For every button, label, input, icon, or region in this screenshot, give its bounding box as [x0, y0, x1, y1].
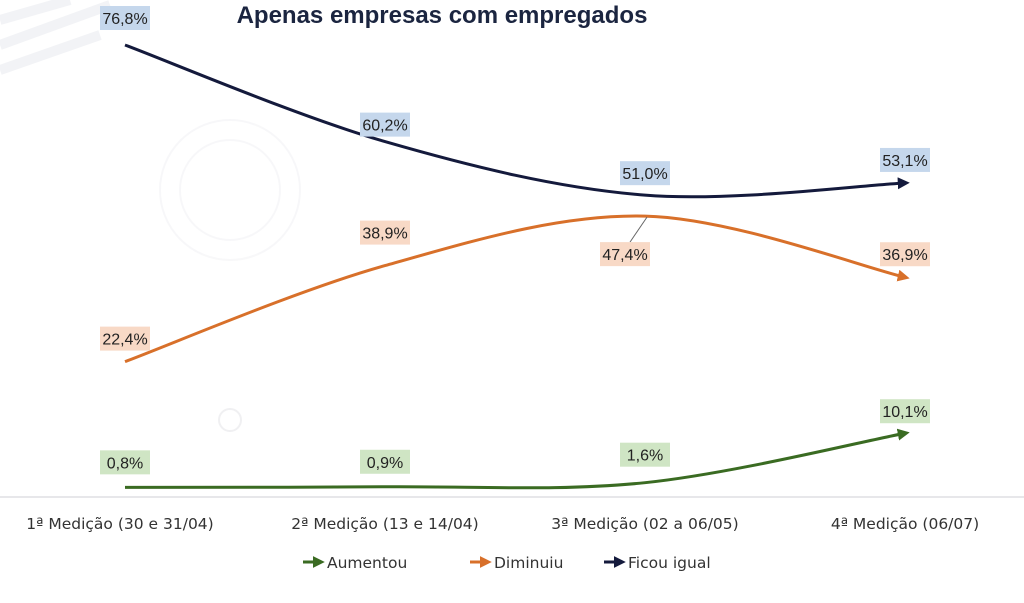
data-label: 36,9%: [882, 247, 927, 264]
data-label-box: [100, 450, 150, 475]
x-tick-label: 2ª Medição (13 e 14/04): [291, 515, 478, 533]
x-tick-label: 4ª Medição (06/07): [831, 515, 979, 533]
data-label: 60,2%: [362, 118, 407, 135]
data-label: 38,9%: [362, 226, 407, 243]
x-tick-label: 3ª Medição (02 a 06/05): [551, 515, 738, 533]
data-label: 47,4%: [602, 247, 647, 264]
data-label-box: [880, 147, 930, 172]
data-label: 1,6%: [627, 448, 663, 465]
data-label-box: [360, 220, 410, 245]
data-label: 51,0%: [622, 166, 667, 183]
legend-label: Diminuiu: [494, 554, 563, 572]
data-label-box: [880, 242, 930, 267]
chart-title: Apenas empresas com empregados: [237, 2, 648, 29]
data-label-box: [620, 442, 670, 467]
data-label: 76,8%: [102, 11, 147, 28]
data-label: 22,4%: [102, 332, 147, 349]
legend-item: Diminuiu: [470, 554, 563, 572]
data-label-box: [100, 326, 150, 351]
data-label-box: [620, 161, 670, 186]
data-label: 0,9%: [367, 455, 403, 472]
legend-label: Ficou igual: [628, 554, 711, 572]
series-line-ficou-igual: [124, 43, 910, 199]
data-label: 53,1%: [882, 153, 927, 170]
data-label-box: [880, 399, 930, 424]
series-line-diminuiu: [124, 214, 910, 364]
data-label-box: [600, 242, 650, 267]
data-label-box: [100, 6, 150, 30]
data-label: 0,8%: [107, 455, 143, 472]
data-label-box: [360, 112, 410, 137]
background-decoration: [0, 0, 301, 432]
legend-item: Aumentou: [303, 554, 407, 572]
series-line-aumentou: [124, 428, 910, 490]
data-label: 10,1%: [882, 404, 927, 421]
legend-label: Aumentou: [327, 554, 407, 572]
x-tick-label: 1ª Medição (30 e 31/04): [26, 515, 213, 533]
data-label-box: [360, 449, 410, 474]
legend-item: Ficou igual: [604, 554, 711, 572]
